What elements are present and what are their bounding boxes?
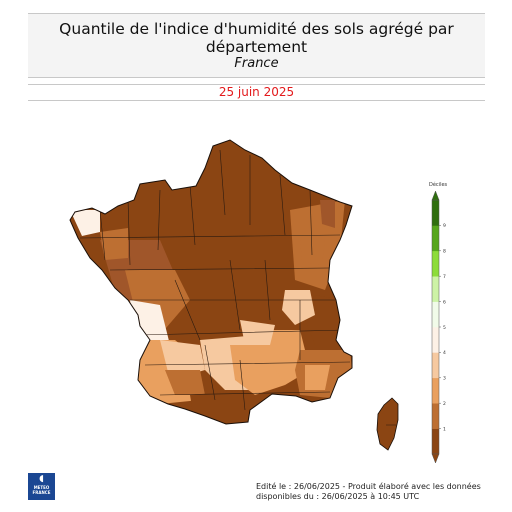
title-panel: Quantile de l'indice d'humidité des sols… [28,13,485,78]
title-line-1: Quantile de l'indice d'humidité des sols… [59,20,454,38]
legend-title: Déciles [429,182,448,188]
logo-name-line-1: METEO [33,485,50,490]
department-fill-auvergne [240,320,275,345]
france-outline [69,139,353,425]
map-title: Quantile de l'indice d'humidité des sols… [28,20,485,56]
legend-band [432,301,439,328]
legend-band [432,225,439,252]
legend-band [432,250,439,277]
legend-tick-label: 2 [443,401,446,407]
legend-band [432,428,439,455]
footer-line-1: Edité le : 26/06/2025 - Produit élaboré … [256,482,481,491]
legend-cap-bottom [431,453,440,464]
department-boundaries [79,149,351,411]
legend-cap-top [431,190,440,201]
title-line-2: département [205,38,308,56]
date-label: 25 juin 2025 [28,84,485,101]
legend-tick-label: 9 [443,223,446,229]
legend-ticks: 1 2 3 4 5 6 7 8 9 [439,223,446,432]
meteo-france-logo: ◖ METEO FRANCE [28,473,55,500]
corsica [376,397,399,451]
department-fill-provence [305,365,330,390]
legend-band [432,276,439,302]
department-fill-landes [165,370,205,395]
legend-band [432,327,439,353]
department-fill-pyrenees [190,390,250,424]
department-fill-alps [305,295,340,345]
legend-tick-label: 4 [443,350,446,356]
legend-band [432,200,439,226]
department-fill-morbihan [100,228,128,260]
legend-tick-label: 3 [443,376,446,382]
footer-line-2: disponibles du : 26/06/2025 à 10:45 UTC [256,492,420,501]
map-subtitle: France [234,56,279,71]
legend-band [432,352,439,379]
legend-tick-label: 5 [443,325,446,331]
legend-tick-label: 7 [443,274,446,280]
mainland-france [70,140,352,424]
legend-tick-label: 6 [443,299,446,305]
logo-name-line-2: FRANCE [32,490,51,495]
department-fill-ain [282,290,315,325]
footer-note: Edité le : 26/06/2025 - Produit élaboré … [256,482,496,502]
department-fill-vosges [300,240,325,265]
department-fill-finistere [70,210,100,236]
legend-band [432,377,439,404]
department-fill-meuse [320,200,335,228]
logo-icon: ◖ [39,474,44,484]
legend-bands [431,190,440,464]
legend-band [432,403,439,429]
legend-tick-label: 8 [443,249,446,255]
legend-tick-label: 1 [443,426,446,432]
color-legend: 1 2 3 4 5 6 7 8 9 [431,190,446,464]
